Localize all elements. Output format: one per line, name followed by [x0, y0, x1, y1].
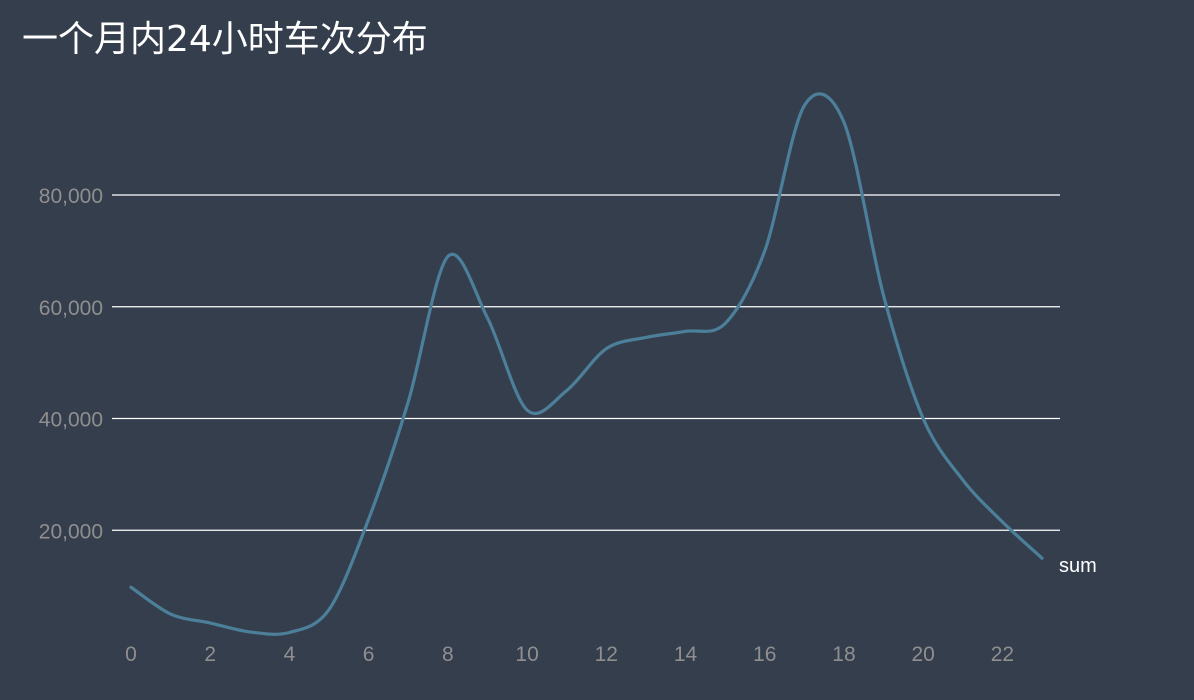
data-point — [803, 104, 806, 107]
data-point — [367, 518, 370, 521]
data-point — [288, 631, 291, 634]
data-point — [565, 389, 568, 392]
x-tick-label: 0 — [125, 643, 137, 666]
x-tick-label: 16 — [753, 643, 776, 666]
chart-title: 一个月内24小时车次分布 — [22, 19, 428, 60]
data-point — [724, 322, 727, 325]
data-point — [644, 336, 647, 339]
x-tick-label: 8 — [442, 643, 454, 666]
data-point — [922, 417, 925, 420]
data-point — [169, 613, 172, 616]
x-tick-label: 2 — [204, 643, 216, 666]
data-point — [328, 608, 331, 611]
data-point — [1001, 520, 1004, 523]
data-point — [842, 121, 845, 124]
x-tick-label: 4 — [284, 643, 296, 666]
x-tick-label: 20 — [911, 643, 934, 666]
data-point — [486, 316, 489, 319]
data-point — [763, 249, 766, 252]
x-tick-label: 14 — [674, 643, 698, 666]
data-point — [605, 347, 608, 350]
data-point — [130, 586, 133, 589]
x-tick-label: 18 — [832, 643, 855, 666]
data-point — [407, 400, 410, 403]
data-point — [209, 622, 212, 625]
x-tick-label: 6 — [363, 643, 375, 666]
series-line-sum — [129, 92, 1044, 636]
data-point — [526, 409, 529, 412]
data-point — [1041, 557, 1044, 560]
y-tick-label: 80,000 — [39, 185, 103, 208]
y-tick-label: 20,000 — [39, 520, 103, 543]
data-point — [248, 630, 251, 633]
x-tick-label: 22 — [991, 643, 1014, 666]
y-tick-label: 40,000 — [39, 409, 103, 432]
data-point — [961, 478, 964, 481]
data-point — [684, 330, 687, 333]
data-point — [882, 294, 885, 297]
series-label: sum — [1059, 555, 1097, 577]
x-tick-label: 12 — [595, 643, 618, 666]
x-tick-label: 10 — [515, 643, 538, 666]
data-point — [446, 255, 449, 258]
y-tick-label: 60,000 — [39, 297, 103, 320]
